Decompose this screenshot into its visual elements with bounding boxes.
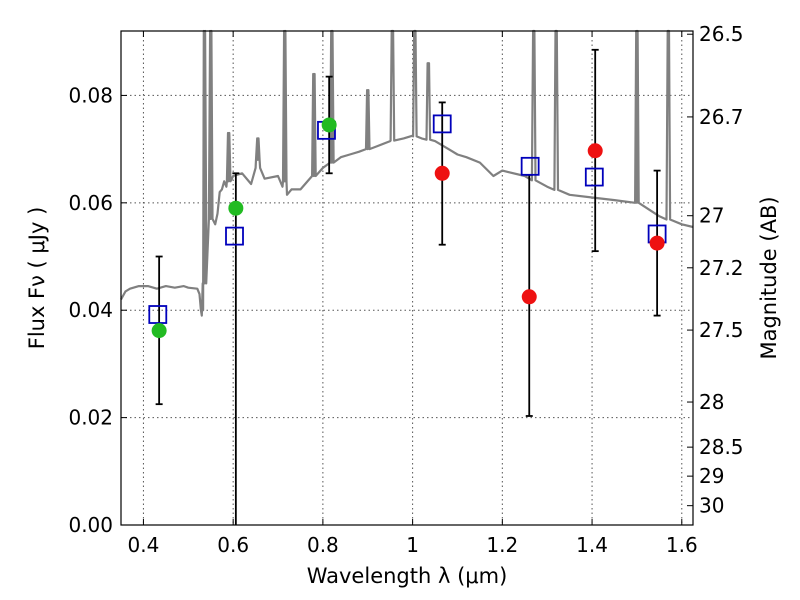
y2-tick-label: 29 [699,464,724,488]
measured-flux-point [434,165,450,181]
y2-tick-label: 28.5 [699,435,744,459]
x-tick-label: 0.8 [307,533,339,557]
y2-tick-label: 26.5 [699,22,744,46]
plot-area [120,29,694,525]
model-flux-marker [225,226,244,246]
y-tick-label: 0.06 [68,191,113,215]
detected-flux-point [228,200,244,216]
y-tick-label: 0.00 [68,513,113,537]
y2-tick-label: 26.7 [699,105,744,129]
y-axis-label: Flux Fν ( μJy ) [25,207,49,350]
axes: 0.4 0.6 0.8 1 1.2 1.4 1.6 0.00 0.02 0.04 0.06 0.08 2… [68,22,743,557]
model-flux-marker [148,305,168,324]
x-tick-label: 0.6 [217,533,249,557]
y2-axis-label: Magnitude (AB) [757,196,781,359]
model-flux-marker [520,156,540,176]
y2-tick-label: 30 [699,494,724,518]
y2-tick-label: 28 [699,390,724,414]
y2-tick-label: 27.5 [699,318,744,342]
y2-tick-label: 27.2 [699,256,744,280]
detected-flux-point [321,117,337,133]
template-spectrum-line [120,29,694,317]
plot-frame [120,30,694,526]
y2-tick-label: 27 [699,204,724,228]
x-tick-label: 0.4 [128,533,160,557]
y-tick-label: 0.08 [68,83,113,107]
y-tick-label: 0.04 [68,298,113,322]
x-axis-label: Wavelength λ (μm) [307,564,508,588]
detected-flux-point [151,323,167,339]
model-flux-marker [432,114,452,134]
measured-flux-point [587,143,603,159]
y-tick-label: 0.02 [68,406,113,430]
model-flux-marker [584,167,604,187]
x-tick-label: 1.6 [666,533,698,557]
measured-flux-point [521,289,537,305]
x-tick-label: 1 [406,533,419,557]
measured-flux-point [649,235,665,251]
x-tick-label: 1.4 [576,533,608,557]
x-tick-label: 1.2 [486,533,518,557]
